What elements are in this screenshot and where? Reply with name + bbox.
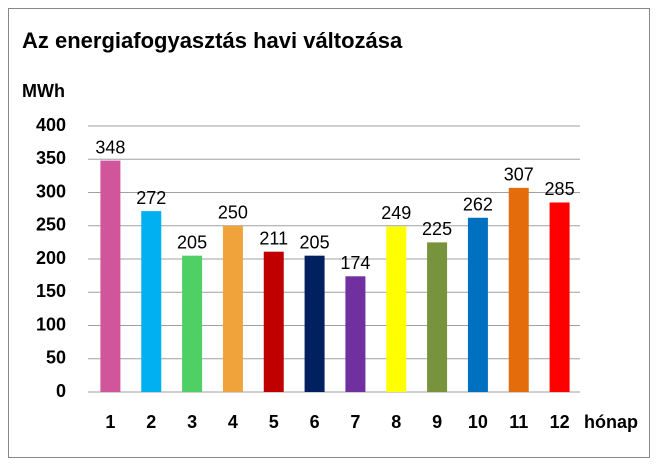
bar [508,187,529,392]
x-tick-label: 11 [509,412,528,432]
data-label: 205 [177,232,207,252]
bar [304,255,325,392]
data-label: 307 [504,165,534,185]
x-axis-label: hónap [584,412,638,432]
y-tick-label: 350 [36,148,66,168]
bar [549,202,570,392]
x-tick-label: 2 [146,412,156,432]
bar [386,226,407,392]
bar [182,255,203,392]
x-tick-label: 5 [269,412,279,432]
y-tick-label: 250 [36,215,66,235]
bar [345,276,366,392]
bar [100,160,121,392]
data-label: 205 [300,232,330,252]
x-tick-label: 10 [468,412,488,432]
y-tick-label: 400 [36,115,66,135]
y-tick-label: 150 [36,281,66,301]
y-tick-label: 200 [36,248,66,268]
data-label: 272 [136,188,166,208]
x-tick-label: 8 [391,412,401,432]
x-tick-label: 7 [350,412,360,432]
chart-title: Az energiafogyasztás havi változása [22,28,403,53]
data-label: 174 [340,253,370,273]
y-axis-label: MWh [22,81,65,101]
y-tick-label: 50 [46,348,66,368]
x-tick-label: 4 [228,412,238,432]
x-tick-label: 3 [187,412,197,432]
bar [141,211,162,392]
data-label: 262 [463,195,493,215]
x-tick-label: 6 [310,412,320,432]
x-tick-label: 12 [550,412,570,432]
x-tick-label: 9 [432,412,442,432]
y-tick-label: 100 [36,314,66,334]
bar [427,242,448,392]
data-label: 225 [422,219,452,239]
x-tick-label: 1 [105,412,115,432]
data-label: 211 [259,228,288,248]
bar [263,251,284,392]
bar [222,225,243,392]
data-label: 250 [218,203,248,223]
bar [467,217,488,392]
y-tick-label: 0 [56,381,66,401]
y-tick-label: 300 [36,181,66,201]
data-label: 285 [545,179,575,199]
data-label: 249 [381,203,411,223]
data-label: 348 [95,137,125,157]
